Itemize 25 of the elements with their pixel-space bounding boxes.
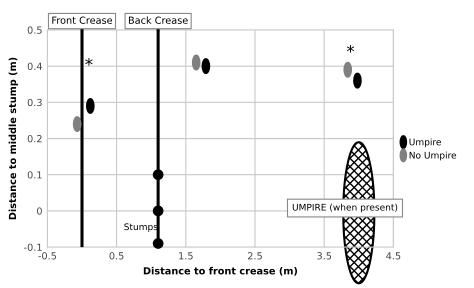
y-axis-title: Distance to middle stump (m) (8, 58, 18, 220)
point (152, 238, 164, 249)
y-tick-label: 0.3 (28, 98, 42, 106)
y-tick-label: 0.2 (28, 135, 42, 142)
point (152, 206, 164, 216)
x-tick-label: 0.5 (110, 252, 124, 260)
annotation: * (346, 44, 354, 53)
annotation: UMPIRE (when present) (292, 204, 398, 212)
annotation: * (85, 58, 93, 66)
x-axis-title: Distance to front crease (m) (144, 266, 298, 276)
x-tick-label: 4.5 (386, 252, 400, 260)
legend-label: No Umpire (410, 152, 456, 160)
point (152, 169, 164, 180)
y-tick-label: 0.5 (28, 26, 42, 34)
ref-line-label: Back Crease (128, 16, 188, 24)
y-tick-label: 0 (36, 207, 42, 215)
x-tick-label: 2.5 (248, 252, 262, 260)
y-tick-label: 0.1 (28, 171, 42, 179)
y-tick-label: 0.4 (28, 62, 42, 70)
y-tick-label: -0.1 (24, 244, 42, 251)
legend-label: Umpire (410, 138, 441, 148)
x-tick-label: 1.5 (179, 252, 193, 260)
x-tick-label: -0.5 (38, 252, 56, 260)
ref-line-label: Front Crease (52, 16, 112, 24)
x-tick-label: 3.5 (317, 252, 332, 260)
